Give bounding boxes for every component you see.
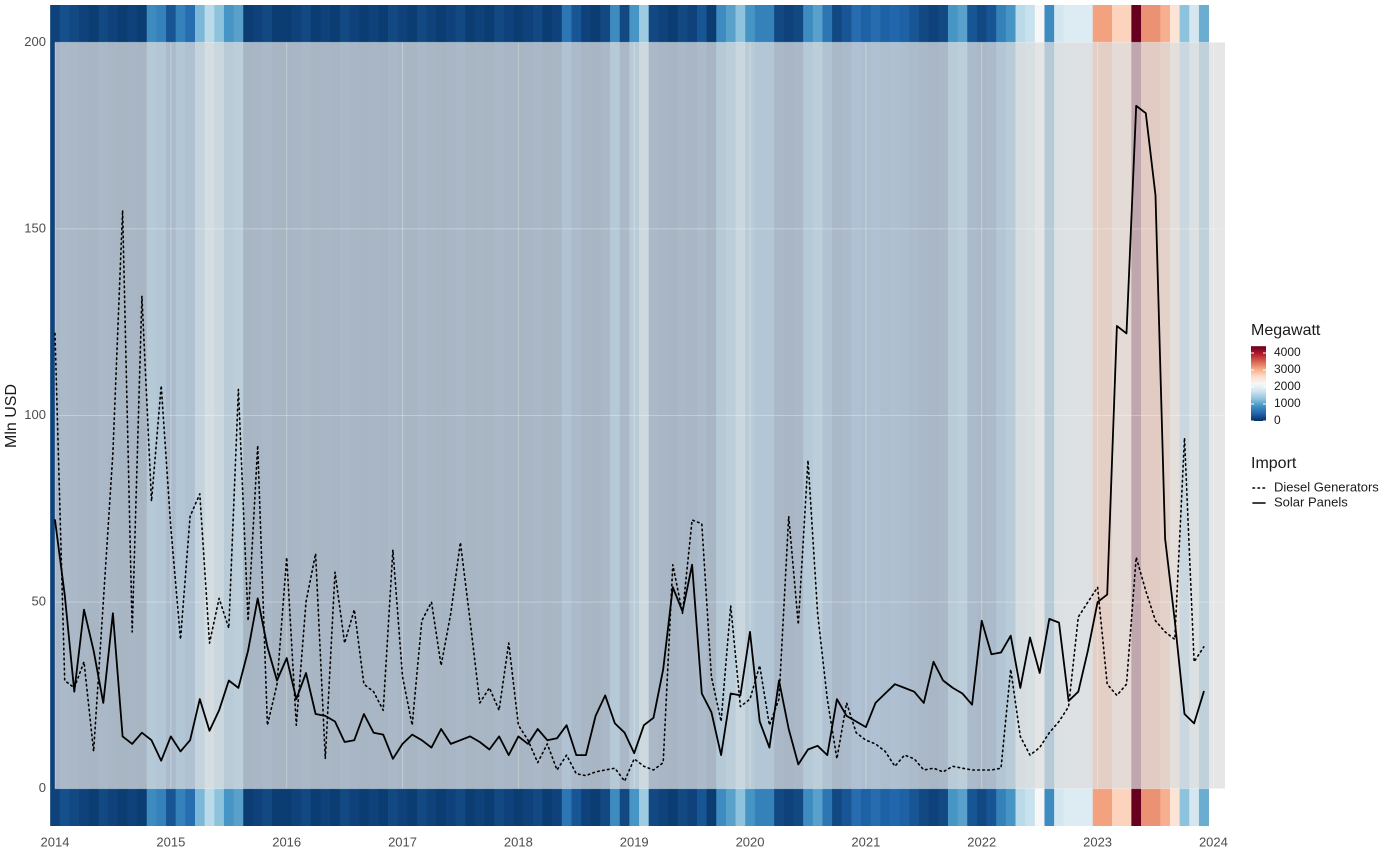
x-tick-label: 2020	[736, 834, 765, 849]
colorbar	[1251, 346, 1266, 421]
y-tick-label: 200	[24, 34, 46, 49]
panel-overlay	[55, 42, 1225, 789]
y-axis-title: Mln USD	[3, 384, 20, 448]
x-tick-label: 2017	[388, 834, 417, 849]
x-tick-label: 2016	[272, 834, 301, 849]
legend-title: Import	[1251, 455, 1297, 472]
y-tick-label: 50	[32, 594, 46, 609]
colorbar-title: Megawatt	[1251, 322, 1321, 339]
colorbar-label: 0	[1274, 413, 1281, 427]
colorbar-label: 4000	[1274, 345, 1301, 359]
x-tick-label: 2014	[41, 834, 70, 849]
colorbar-label: 2000	[1274, 379, 1301, 393]
legend-label: Solar Panels	[1274, 494, 1348, 509]
y-tick-label: 150	[24, 220, 46, 235]
y-tick-label: 0	[39, 780, 46, 795]
x-tick-label: 2018	[504, 834, 533, 849]
series-line	[54, 209, 1205, 782]
y-tick-label: 100	[24, 407, 46, 422]
x-tick-label: 2023	[1083, 834, 1112, 849]
x-tick-label: 2015	[156, 834, 185, 849]
colorbar-label: 1000	[1274, 396, 1301, 410]
x-tick-label: 2024	[1199, 834, 1228, 849]
x-tick-label: 2021	[851, 834, 880, 849]
x-tick-label: 2019	[620, 834, 649, 849]
colorbar-label: 3000	[1274, 362, 1301, 376]
series-line	[54, 104, 1205, 766]
x-tick-label: 2022	[967, 834, 996, 849]
legend-label: Diesel Generators	[1274, 479, 1379, 494]
